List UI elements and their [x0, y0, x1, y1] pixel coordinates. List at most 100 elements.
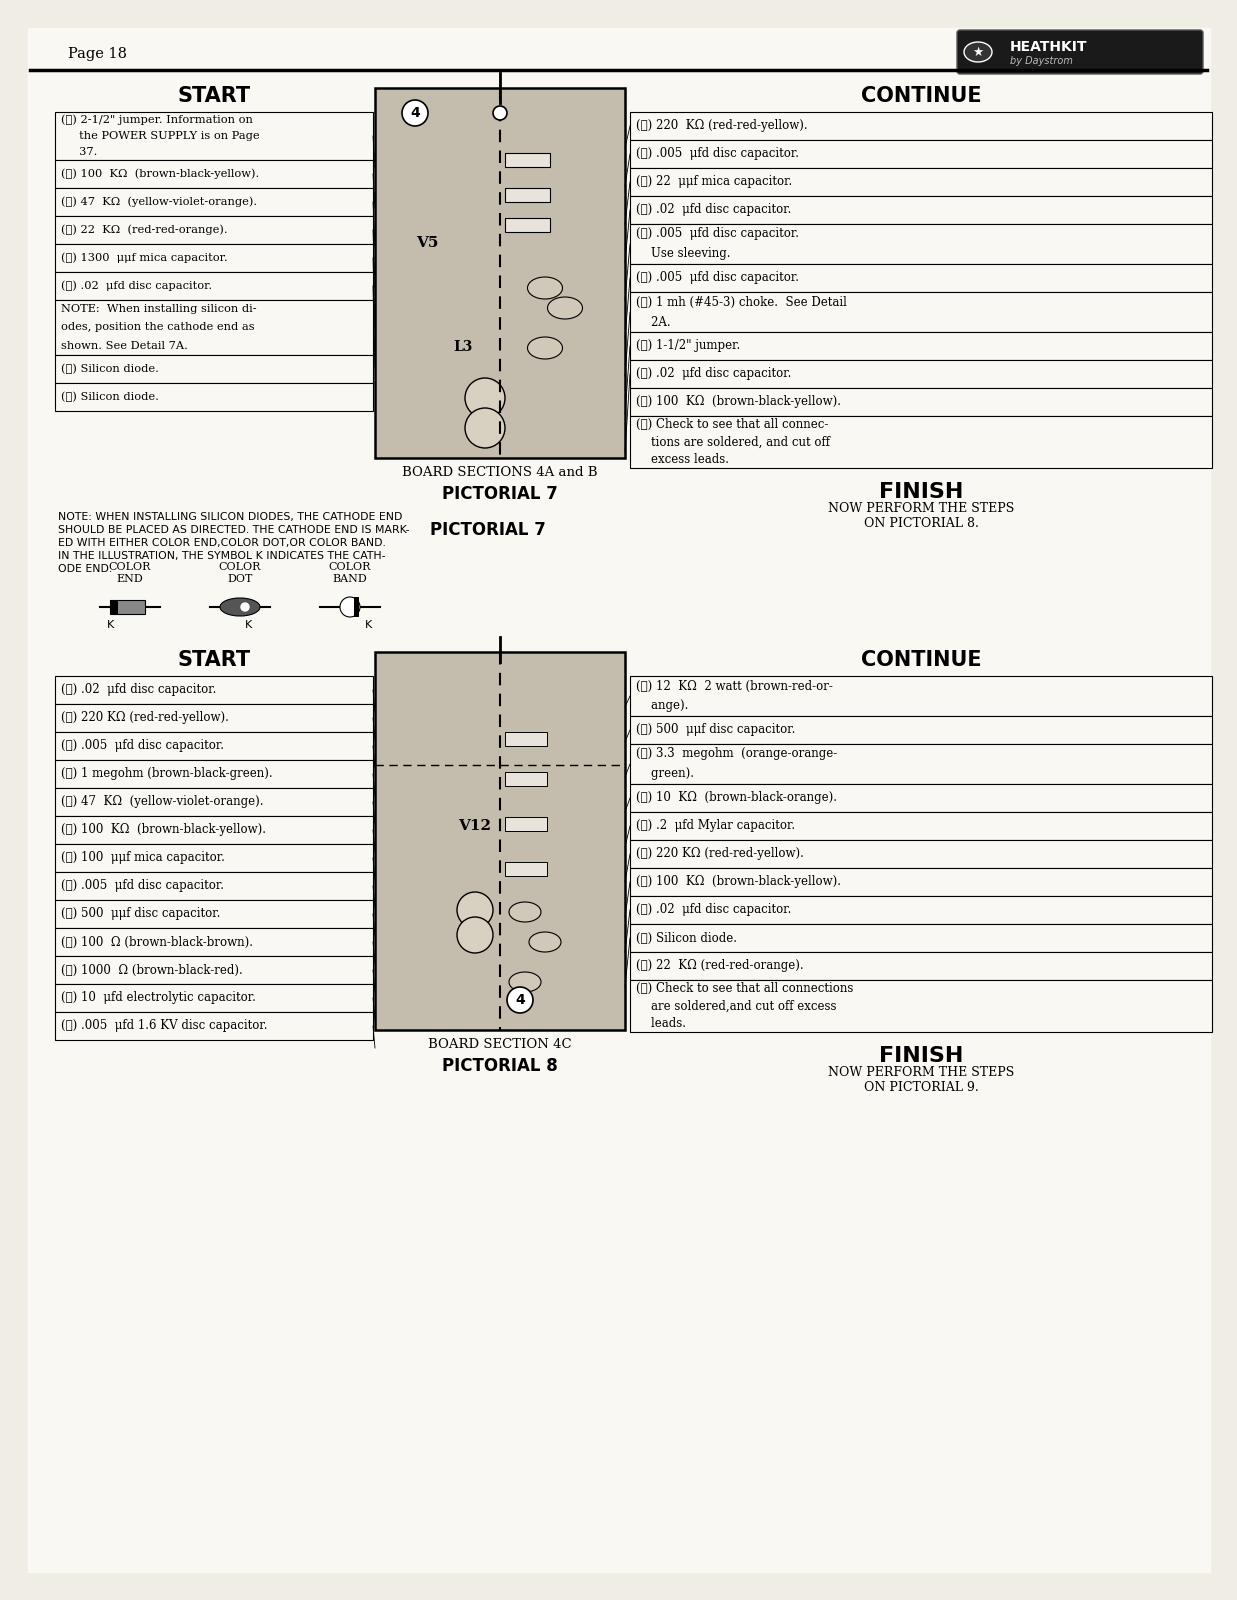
Text: K: K	[106, 619, 114, 630]
Text: (✓) .02  μfd disc capacitor.: (✓) .02 μfd disc capacitor.	[61, 280, 212, 291]
Text: NOW PERFORM THE STEPS
ON PICTORIAL 8.: NOW PERFORM THE STEPS ON PICTORIAL 8.	[828, 502, 1014, 530]
Bar	[630, 195, 1212, 224]
Text: BOARD SECTION 4C: BOARD SECTION 4C	[428, 1037, 571, 1051]
Bar	[630, 291, 1212, 333]
Text: NOTE:  When installing silicon di-: NOTE: When installing silicon di-	[61, 304, 256, 314]
Text: V5: V5	[416, 237, 438, 251]
Bar	[54, 382, 374, 411]
Bar	[54, 272, 374, 301]
Text: COLOR: COLOR	[329, 562, 371, 573]
Bar	[505, 733, 547, 746]
Text: K: K	[365, 619, 371, 630]
Text: PICTORIAL 7: PICTORIAL 7	[430, 522, 546, 539]
Text: (✓) 10  μfd electrolytic capacitor.: (✓) 10 μfd electrolytic capacitor.	[61, 992, 256, 1005]
Circle shape	[340, 597, 360, 618]
Text: Use sleeving.: Use sleeving.	[636, 248, 731, 261]
Text: FINISH: FINISH	[878, 482, 964, 502]
Bar	[630, 925, 1212, 952]
Text: IN THE ILLUSTRATION, THE SYMBOL K INDICATES THE CATH-: IN THE ILLUSTRATION, THE SYMBOL K INDICA…	[58, 550, 386, 562]
Text: the POWER SUPPLY is on Page: the POWER SUPPLY is on Page	[61, 131, 260, 141]
Text: (✓) .005  μfd disc capacitor.: (✓) .005 μfd disc capacitor.	[61, 739, 224, 752]
Ellipse shape	[964, 42, 992, 62]
Text: ODE END.: ODE END.	[58, 565, 113, 574]
Text: Page 18: Page 18	[68, 46, 127, 61]
Bar	[54, 816, 374, 845]
Text: (✓) 100  KΩ  (brown-black-yellow).: (✓) 100 KΩ (brown-black-yellow).	[636, 875, 841, 888]
Text: green).: green).	[636, 768, 694, 781]
Text: (✓) 22  μμf mica capacitor.: (✓) 22 μμf mica capacitor.	[636, 176, 792, 189]
Text: (ℓ) Silicon diode.: (ℓ) Silicon diode.	[61, 363, 158, 374]
Text: CONTINUE: CONTINUE	[861, 86, 981, 106]
Text: 37.: 37.	[61, 147, 98, 157]
Circle shape	[402, 99, 428, 126]
Circle shape	[456, 893, 494, 928]
Bar	[505, 154, 550, 166]
Text: tions are soldered, and cut off: tions are soldered, and cut off	[636, 435, 830, 448]
Text: (✓) 12  KΩ  2 watt (brown-red-or-: (✓) 12 KΩ 2 watt (brown-red-or-	[636, 680, 833, 693]
Circle shape	[465, 378, 505, 418]
Text: (✓) 100  μμf mica capacitor.: (✓) 100 μμf mica capacitor.	[61, 851, 225, 864]
Text: (✓) .005  μfd disc capacitor.: (✓) .005 μfd disc capacitor.	[636, 147, 799, 160]
Bar	[630, 979, 1212, 1032]
Text: (ℓ) Silicon diode.: (ℓ) Silicon diode.	[61, 392, 158, 402]
Text: (✓) 22  KΩ  (red-red-orange).: (✓) 22 KΩ (red-red-orange).	[61, 224, 228, 235]
Bar	[630, 675, 1212, 717]
Text: (✓) .02  μfd disc capacitor.: (✓) .02 μfd disc capacitor.	[636, 368, 792, 381]
Circle shape	[241, 603, 249, 611]
Text: V12: V12	[459, 819, 491, 834]
Text: L3: L3	[453, 341, 473, 354]
Text: (✓) .005  μfd 1.6 KV disc capacitor.: (✓) .005 μfd 1.6 KV disc capacitor.	[61, 1019, 267, 1032]
Bar	[630, 896, 1212, 925]
Text: FINISH: FINISH	[878, 1046, 964, 1066]
Text: odes, position the cathode end as: odes, position the cathode end as	[61, 323, 255, 333]
Text: NOW PERFORM THE STEPS
ON PICTORIAL 9.: NOW PERFORM THE STEPS ON PICTORIAL 9.	[828, 1066, 1014, 1094]
Bar	[54, 112, 374, 160]
Ellipse shape	[508, 902, 541, 922]
Text: (✓) 1 megohm (brown-black-green).: (✓) 1 megohm (brown-black-green).	[61, 768, 272, 781]
Text: (✓) 47  KΩ  (yellow-violet-orange).: (✓) 47 KΩ (yellow-violet-orange).	[61, 795, 263, 808]
Text: BOARD SECTIONS 4A and B: BOARD SECTIONS 4A and B	[402, 466, 597, 478]
Text: CONTINUE: CONTINUE	[861, 650, 981, 670]
Bar	[375, 653, 625, 1030]
Bar	[630, 168, 1212, 195]
Bar	[630, 224, 1212, 264]
Text: (✓) 220  KΩ (red-red-yellow).: (✓) 220 KΩ (red-red-yellow).	[636, 120, 808, 133]
Text: HEATHKIT: HEATHKIT	[1009, 40, 1087, 54]
Ellipse shape	[527, 338, 563, 358]
Bar	[375, 88, 625, 458]
Text: leads.: leads.	[636, 1018, 687, 1030]
Text: (✓) 100  KΩ  (brown-black-yellow).: (✓) 100 KΩ (brown-black-yellow).	[636, 395, 841, 408]
Bar	[54, 160, 374, 187]
Text: (✓) .02  μfd disc capacitor.: (✓) .02 μfd disc capacitor.	[636, 904, 792, 917]
Text: (✓) .005  μfd disc capacitor.: (✓) .005 μfd disc capacitor.	[636, 227, 799, 240]
Text: (✓) 100  Ω (brown-black-brown).: (✓) 100 Ω (brown-black-brown).	[61, 936, 254, 949]
Text: (✓) 500  μμf disc capacitor.: (✓) 500 μμf disc capacitor.	[636, 723, 795, 736]
Text: (✓) Check to see that all connec-: (✓) Check to see that all connec-	[636, 418, 829, 430]
Text: (✓) 220 KΩ (red-red-yellow).: (✓) 220 KΩ (red-red-yellow).	[61, 712, 229, 725]
Text: (✓) 10  KΩ  (brown-black-orange).: (✓) 10 KΩ (brown-black-orange).	[636, 792, 837, 805]
Text: COLOR: COLOR	[109, 562, 151, 573]
Text: 4: 4	[515, 994, 524, 1006]
Text: (✓) 1-1/2" jumper.: (✓) 1-1/2" jumper.	[636, 339, 740, 352]
Circle shape	[494, 106, 507, 120]
Bar	[630, 387, 1212, 416]
Bar	[630, 784, 1212, 813]
Bar	[505, 862, 547, 877]
Bar	[630, 717, 1212, 744]
Bar	[505, 187, 550, 202]
Bar	[54, 899, 374, 928]
Bar	[630, 264, 1212, 291]
Text: START: START	[177, 650, 251, 670]
Bar	[630, 360, 1212, 387]
Bar	[54, 243, 374, 272]
Text: ange).: ange).	[636, 699, 688, 712]
Bar	[505, 218, 550, 232]
Text: (✓) 100  KΩ  (brown-black-yellow).: (✓) 100 KΩ (brown-black-yellow).	[61, 168, 260, 179]
Bar	[630, 333, 1212, 360]
Text: START: START	[177, 86, 251, 106]
Text: excess leads.: excess leads.	[636, 453, 729, 466]
Text: (✓) 2-1/2" jumper. Information on: (✓) 2-1/2" jumper. Information on	[61, 115, 252, 125]
Text: 2A.: 2A.	[636, 315, 670, 328]
Bar	[630, 813, 1212, 840]
Bar	[54, 845, 374, 872]
